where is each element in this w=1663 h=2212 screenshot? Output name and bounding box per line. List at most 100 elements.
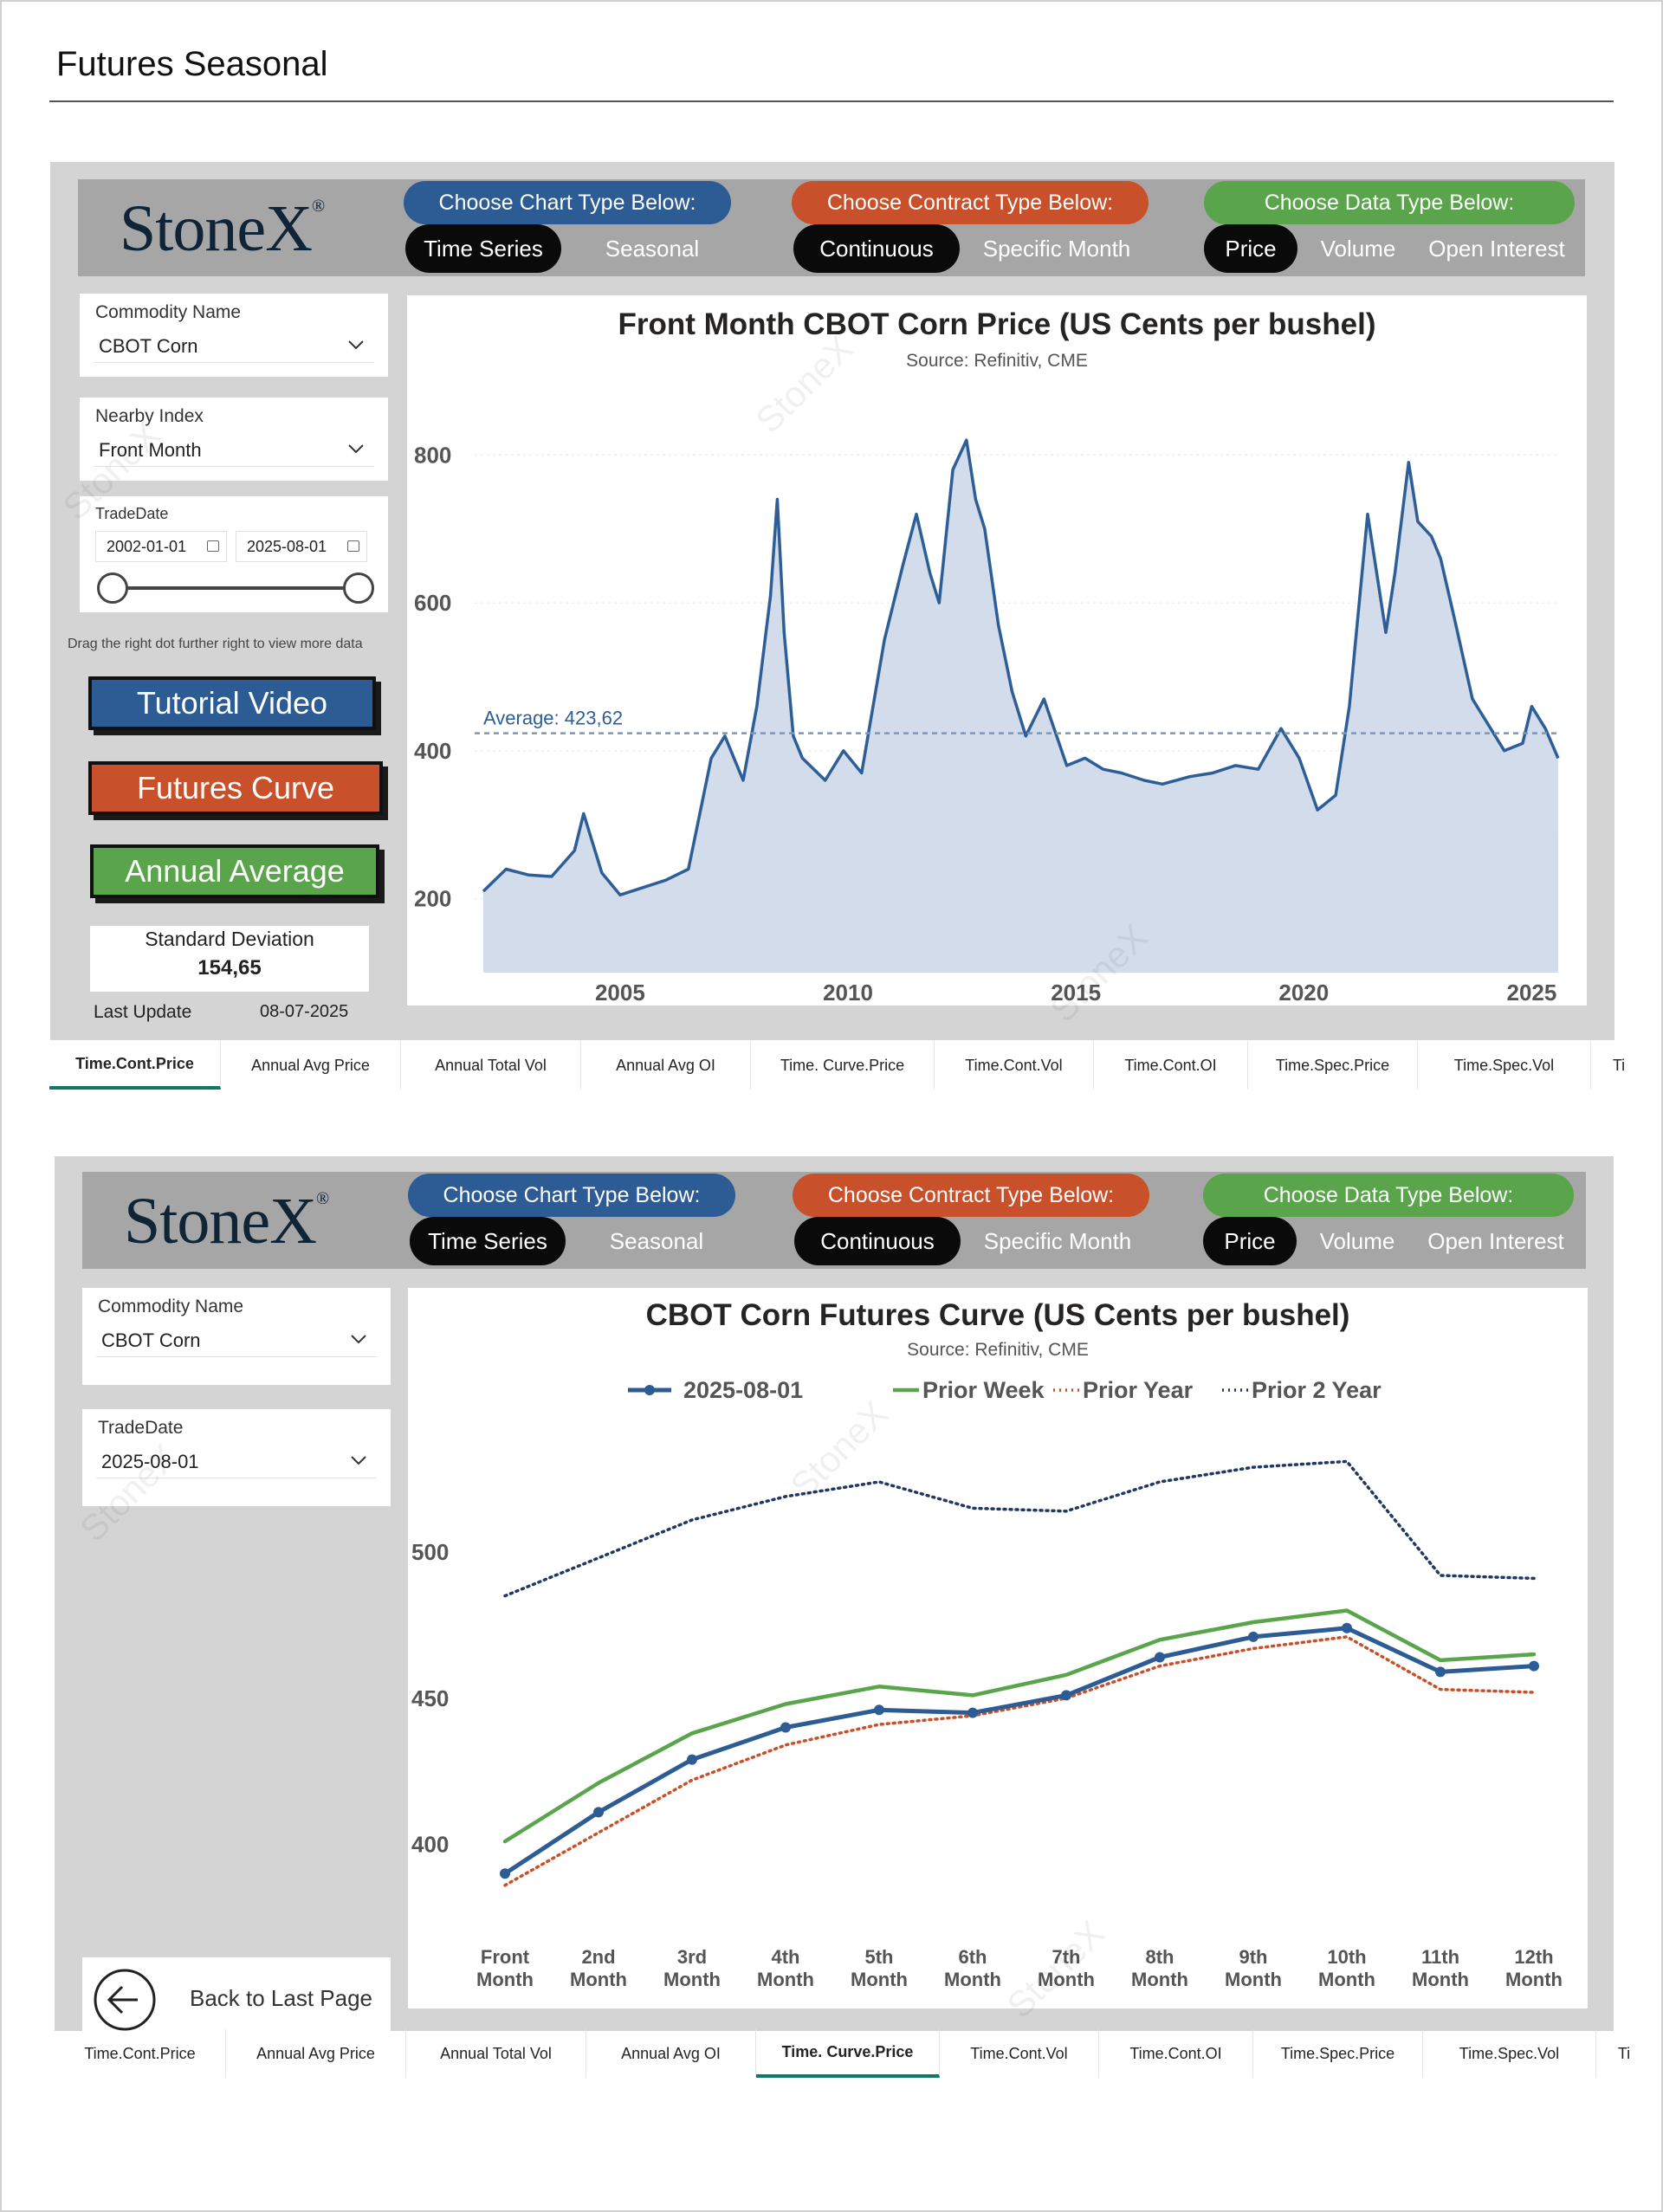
tab-time-cont-price[interactable]: Time.Cont.Price bbox=[49, 1041, 221, 1090]
commodity-dropdown[interactable]: CBOT Corn bbox=[96, 1324, 377, 1357]
tab-time-cont-vol[interactable]: Time.Cont.Vol bbox=[935, 1041, 1094, 1090]
chart-type-time-series[interactable]: Time Series bbox=[410, 1217, 566, 1265]
chart-title: Front Month CBOT Corn Price (US Cents pe… bbox=[618, 307, 1376, 341]
chevron-down-icon bbox=[348, 444, 364, 454]
legend-label: Prior Year bbox=[1083, 1377, 1194, 1403]
data-type-price[interactable]: Price bbox=[1203, 1217, 1297, 1265]
date-slider-track[interactable] bbox=[113, 586, 357, 590]
back-to-last-page-button[interactable]: Back to Last Page bbox=[82, 1957, 391, 2041]
data-type-volume[interactable]: Volume bbox=[1320, 235, 1396, 262]
time-series-report-panel: StoneX® Choose Chart Type Below: Time Se… bbox=[50, 162, 1614, 1040]
commodity-name-label: Commodity Name bbox=[95, 302, 242, 322]
x-tick-label: Month bbox=[476, 1969, 534, 1990]
y-tick-label: 200 bbox=[414, 886, 451, 912]
data-type-open-interest[interactable]: Open Interest bbox=[1427, 1227, 1564, 1254]
x-tick-label: Front bbox=[481, 1946, 530, 1968]
tab-time-spec-price[interactable]: Time.Spec.Price bbox=[1253, 2029, 1423, 2078]
tab-annual-avg-price[interactable]: Annual Avg Price bbox=[221, 1041, 401, 1090]
annual-average-button[interactable]: Annual Average bbox=[90, 844, 379, 898]
futures-curve-report-panel: StoneX® Choose Chart Type Below: Time Se… bbox=[55, 1156, 1614, 2041]
title-divider bbox=[49, 100, 1614, 102]
series-line-prior-year bbox=[503, 1635, 1536, 1887]
contract-type-continuous[interactable]: Continuous bbox=[793, 224, 960, 273]
standard-deviation-value: 154,65 bbox=[197, 956, 262, 980]
series-line-prior-week bbox=[502, 1608, 1537, 1844]
header-band: StoneX® Choose Chart Type Below: Time Se… bbox=[82, 1172, 1586, 1269]
commodity-name-slicer: Commodity Name CBOT Corn bbox=[82, 1288, 391, 1385]
x-tick-label: Month bbox=[1505, 1969, 1563, 1990]
chart-subtitle: Source: Refinitiv, CME bbox=[906, 351, 1088, 371]
tab-time-spec-vol[interactable]: Time.Spec.Vol bbox=[1423, 2029, 1596, 2078]
series-point bbox=[500, 1868, 510, 1879]
x-tick-label: 2025 bbox=[1507, 980, 1557, 1006]
tradedate-slicer: TradeDate 2025-08-01 bbox=[82, 1409, 391, 1506]
tab-annual-avg-price[interactable]: Annual Avg Price bbox=[226, 2029, 406, 2078]
y-tick-label: 500 bbox=[411, 1539, 449, 1565]
commodity-dropdown[interactable]: CBOT Corn bbox=[94, 330, 374, 363]
tab-tim[interactable]: Tim bbox=[1591, 1041, 1626, 1090]
tab-time-spec-vol[interactable]: Time.Spec.Vol bbox=[1418, 1041, 1591, 1090]
data-type-volume[interactable]: Volume bbox=[1319, 1227, 1395, 1254]
x-tick-label: 2010 bbox=[823, 980, 873, 1006]
tutorial-video-button[interactable]: Tutorial Video bbox=[88, 676, 376, 730]
calendar-icon bbox=[347, 540, 359, 552]
tab-tim[interactable]: Tim bbox=[1596, 2029, 1631, 2078]
date-from-input[interactable]: 2002-01-01 bbox=[95, 531, 227, 562]
y-tick-label: 800 bbox=[414, 442, 451, 468]
y-tick-label: 400 bbox=[411, 1832, 449, 1858]
chart-type-time-series[interactable]: Time Series bbox=[405, 224, 561, 273]
tab-time-spec-price[interactable]: Time.Spec.Price bbox=[1248, 1041, 1418, 1090]
data-type-price[interactable]: Price bbox=[1204, 224, 1297, 273]
commodity-name-slicer: Commodity Name CBOT Corn bbox=[80, 294, 388, 377]
standard-deviation-label: Standard Deviation bbox=[145, 928, 314, 950]
contract-type-continuous[interactable]: Continuous bbox=[794, 1217, 961, 1265]
contract-type-specific-month[interactable]: Specific Month bbox=[982, 235, 1131, 262]
series-point bbox=[1529, 1660, 1539, 1672]
x-tick-label: 2015 bbox=[1051, 980, 1101, 1006]
tab-time-cont-vol[interactable]: Time.Cont.Vol bbox=[940, 2029, 1099, 2078]
futures-curve-chart: CBOT Corn Futures Curve (US Cents per bu… bbox=[408, 1288, 1588, 2008]
legend-label: 2025-08-01 bbox=[683, 1377, 803, 1403]
x-tick-label: 2020 bbox=[1278, 980, 1329, 1006]
futures-curve-button[interactable]: Futures Curve bbox=[88, 761, 383, 815]
tab-annual-avg-oi[interactable]: Annual Avg OI bbox=[581, 1041, 751, 1090]
nearby-index-dropdown[interactable]: Front Month bbox=[94, 434, 374, 467]
tradedate-dropdown[interactable]: 2025-08-01 bbox=[96, 1446, 377, 1478]
price-series-line bbox=[482, 438, 1560, 897]
tab-time-curve-price[interactable]: Time. Curve.Price bbox=[756, 2029, 940, 2078]
contract-type-specific-month[interactable]: Specific Month bbox=[983, 1227, 1132, 1254]
y-tick-label: 400 bbox=[414, 738, 451, 764]
date-to-input[interactable]: 2025-08-01 bbox=[236, 531, 367, 562]
y-tick-label: 600 bbox=[414, 590, 451, 616]
series-point bbox=[780, 1722, 791, 1733]
data-type-label: Choose Data Type Below: bbox=[1204, 181, 1575, 224]
tab-time-cont-oi[interactable]: Time.Cont.OI bbox=[1094, 1041, 1248, 1090]
x-tick-label: 11th bbox=[1421, 1946, 1459, 1968]
x-tick-label: Month bbox=[1131, 1969, 1188, 1990]
date-slider-start-handle[interactable] bbox=[97, 572, 128, 604]
futures-curve-chart-svg: 400450500FrontMonth2ndMonth3rdMonth4thMo… bbox=[411, 1377, 1563, 1990]
chart-title: CBOT Corn Futures Curve (US Cents per bu… bbox=[645, 1298, 1350, 1332]
calendar-icon bbox=[207, 540, 219, 552]
chart-type-seasonal[interactable]: Seasonal bbox=[609, 1227, 704, 1254]
tab-annual-total-vol[interactable]: Annual Total Vol bbox=[406, 2029, 586, 2078]
tab-annual-avg-oi[interactable]: Annual Avg OI bbox=[586, 2029, 756, 2078]
tab-time-curve-price[interactable]: Time. Curve.Price bbox=[751, 1041, 935, 1090]
x-tick-label: 6th bbox=[959, 1946, 987, 1968]
tab-annual-total-vol[interactable]: Annual Total Vol bbox=[401, 1041, 581, 1090]
date-slider-end-handle[interactable] bbox=[343, 572, 374, 604]
report-tabs-bottom: Time.Cont.Price Annual Avg Price Annual To… bbox=[55, 2029, 1631, 2081]
x-tick-label: Month bbox=[944, 1969, 1001, 1990]
contract-type-label: Choose Contract Type Below: bbox=[792, 181, 1149, 224]
chevron-down-icon bbox=[348, 340, 364, 350]
tab-time-cont-oi[interactable]: Time.Cont.OI bbox=[1099, 2029, 1253, 2078]
tab-time-cont-price[interactable]: Time.Cont.Price bbox=[55, 2029, 226, 2078]
chart-type-seasonal[interactable]: Seasonal bbox=[605, 235, 700, 262]
y-tick-label: 450 bbox=[411, 1685, 449, 1711]
chart-type-label: Choose Chart Type Below: bbox=[404, 181, 731, 224]
slider-hint-text: Drag the right dot further right to view… bbox=[68, 637, 363, 651]
data-type-open-interest[interactable]: Open Interest bbox=[1428, 235, 1565, 262]
x-tick-label: Month bbox=[1412, 1969, 1469, 1990]
series-line-prior-2-year bbox=[503, 1459, 1536, 1598]
chart-type-label: Choose Chart Type Below: bbox=[408, 1174, 735, 1217]
